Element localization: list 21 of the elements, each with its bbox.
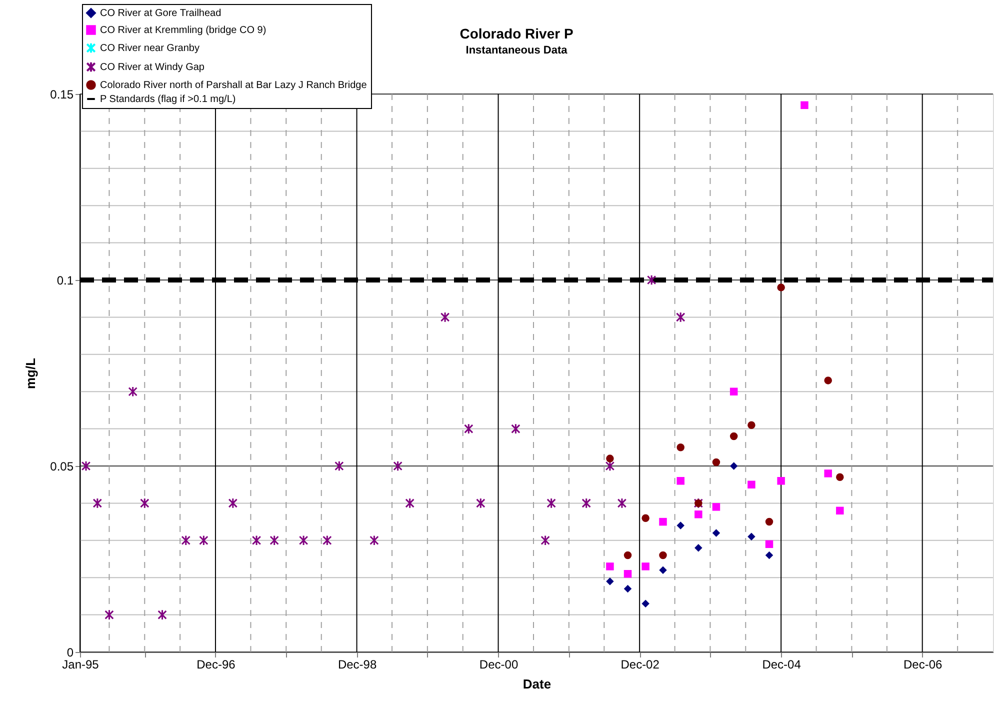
y-tick-label: 0.1: [56, 274, 74, 288]
y-axis-title: mg/L: [23, 358, 38, 390]
y-tick-label: 0: [66, 646, 74, 660]
x-tick-label: Jan-95: [62, 658, 100, 672]
x-tick-label: Dec-06: [904, 658, 943, 672]
x-tick-label: Dec-98: [338, 658, 377, 672]
x-tick-label: Dec-02: [620, 658, 660, 672]
legend-label: P Standards (flag if >0.1 mg/L): [100, 94, 236, 105]
x-tick-label: Dec-04: [762, 658, 802, 672]
x-tick-label: Dec-00: [479, 658, 518, 672]
y-tick-label: 0.15: [50, 88, 74, 102]
legend-label: CO River at Kremmling (bridge CO 9): [100, 25, 266, 36]
x-tick-label: Dec-96: [196, 658, 236, 672]
legend-label: CO River at Gore Trailhead: [100, 8, 222, 19]
legend-label: Colorado River north of Parshall at Bar Lazy J Ranch Bridge: [100, 80, 368, 91]
x-axis-title: Date: [522, 676, 552, 692]
chart-subtitle: Instantaneous Data: [466, 44, 568, 56]
legend-label: CO River near Granby: [100, 43, 200, 54]
legend-label: CO River at Windy Gap: [100, 62, 205, 73]
y-tick-label: 0.05: [50, 460, 74, 474]
chart-title: Colorado River P: [460, 26, 574, 42]
